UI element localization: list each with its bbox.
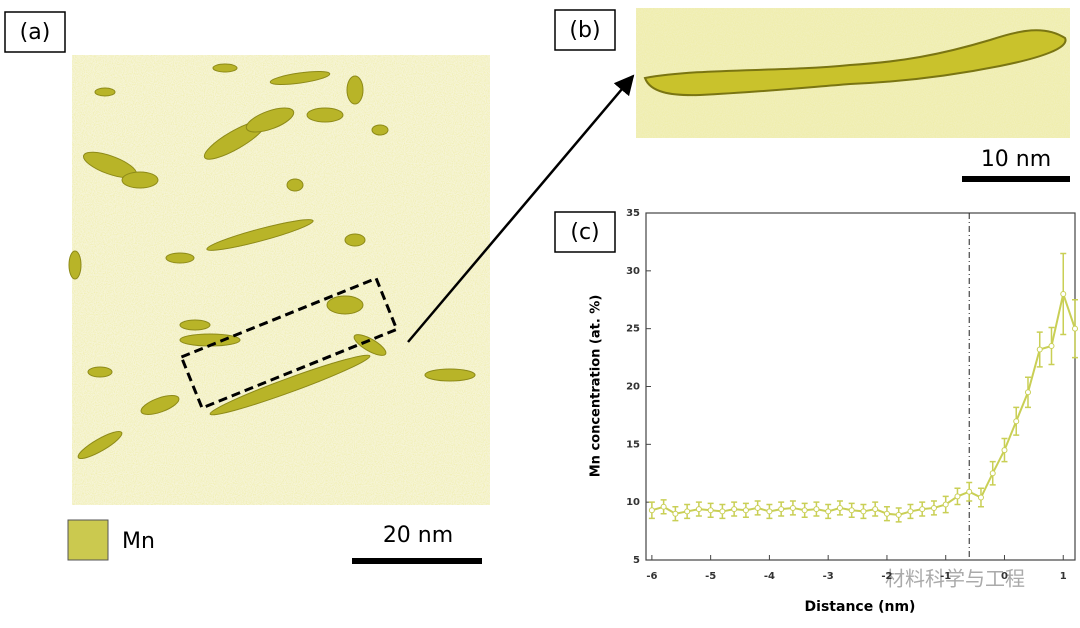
data-point: [825, 508, 832, 515]
data-point: [942, 501, 949, 508]
data-point: [919, 506, 926, 513]
panel-label: (a): [20, 20, 51, 45]
scale-bar-label: 20 nm: [383, 523, 453, 548]
y-tick-label: 15: [626, 439, 640, 450]
data-point: [1072, 325, 1078, 332]
label-box: [554, 9, 616, 51]
data-point: [883, 510, 890, 517]
x-tick-label: -2: [881, 571, 892, 582]
y-tick-label: 10: [626, 497, 640, 508]
label-box: [554, 211, 616, 253]
zoom-arrow: [407, 74, 635, 343]
data-point: [731, 506, 738, 513]
data-line: [651, 290, 1076, 516]
x-tick-label: 1: [1060, 571, 1067, 582]
scale-bar: [962, 176, 1070, 182]
data-point: [660, 503, 667, 510]
data-point: [907, 508, 914, 515]
data-point: [789, 504, 796, 511]
legend-label: Mn: [122, 529, 155, 554]
scale-bar-label: 10 nm: [981, 147, 1051, 172]
legend-swatch: [67, 519, 109, 561]
data-point: [778, 506, 785, 513]
panel-b-image: [636, 8, 1070, 138]
panel-label: (c): [570, 220, 599, 245]
data-point: [754, 504, 761, 511]
data-point: [648, 507, 655, 514]
data-point: [672, 510, 679, 517]
y-tick-label: 30: [626, 266, 640, 277]
data-point: [930, 504, 937, 511]
data-point: [813, 506, 820, 513]
data-point: [801, 507, 808, 514]
data-point: [1060, 290, 1067, 297]
x-tick-label: -6: [646, 571, 657, 582]
data-point: [742, 507, 749, 514]
y-tick-label: 20: [626, 382, 640, 393]
data-point: [989, 470, 996, 477]
data-point: [966, 488, 973, 495]
label-box: [4, 11, 66, 53]
data-point: [1013, 418, 1020, 425]
data-point: [707, 507, 714, 514]
data-point: [719, 508, 726, 515]
data-point: [1048, 343, 1055, 350]
y-tick-label: 35: [626, 208, 640, 219]
panel-a-image: [68, 55, 490, 505]
x-tick-label: -1: [940, 571, 951, 582]
scale-bar: [352, 558, 482, 564]
panel-label: (b): [569, 18, 600, 43]
data-point: [1036, 346, 1043, 353]
x-tick-label: 0: [1001, 571, 1008, 582]
x-tick-label: -3: [823, 571, 834, 582]
data-point: [848, 507, 855, 514]
data-point: [1024, 389, 1031, 396]
data-point: [836, 504, 843, 511]
data-point: [684, 508, 691, 515]
y-tick-label: 25: [626, 324, 640, 335]
data-point: [860, 508, 867, 515]
watermark: 材料科学与工程: [885, 567, 1025, 591]
x-tick-label: -5: [705, 571, 716, 582]
data-point: [766, 508, 773, 515]
data-point: [895, 511, 902, 518]
x-axis-label: Distance (nm): [805, 599, 916, 615]
data-point: [977, 494, 984, 501]
y-tick-label: 5: [633, 555, 640, 566]
data-point: [1001, 447, 1008, 454]
data-point: [695, 506, 702, 513]
y-axis-label: Mn concentration (at. %): [589, 295, 604, 478]
data-point: [872, 506, 879, 513]
data-point: [954, 493, 961, 500]
x-tick-label: -4: [764, 571, 775, 582]
